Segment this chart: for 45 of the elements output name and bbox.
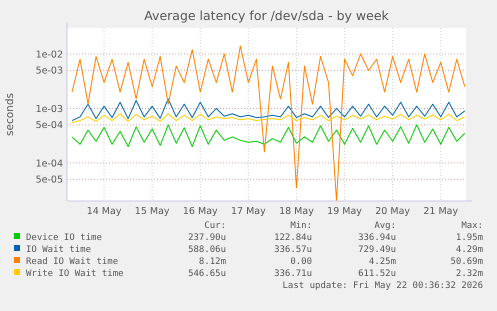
x-tick-label: 16 May <box>182 206 218 217</box>
x-tick-label: 19 May <box>327 206 362 217</box>
text: Last update: Fri May 22 00:36:32 2026 <box>282 281 483 291</box>
text: 122.84u <box>274 233 312 243</box>
line-series <box>72 98 466 122</box>
line-series <box>72 124 466 148</box>
text: 588.06u <box>188 245 226 255</box>
text: 8.12m <box>198 257 226 267</box>
y-tick-label: 1e-04 <box>36 158 63 170</box>
y-axis-title: seconds <box>4 93 16 136</box>
x-tick-label: 20 May <box>375 206 410 217</box>
legend-label: Read IO Wait time <box>26 257 118 267</box>
y-tick-label: 5e-05 <box>36 174 63 186</box>
x-tick-label: 15 May <box>134 206 170 217</box>
legend-label: Device IO time <box>26 233 102 243</box>
y-tick-label: 5e-04 <box>36 120 63 132</box>
text: Avg: <box>374 221 396 231</box>
legend-label: Write IO Wait time <box>26 269 124 279</box>
legend-label: IO Wait time <box>26 245 92 255</box>
line-series <box>72 46 466 202</box>
y-tick-label: 1e-02 <box>36 49 63 60</box>
y-tick-label: 1e-03 <box>36 104 63 115</box>
text: 611.52u <box>358 269 396 279</box>
chart-title: Average latency for /dev/sda - by week <box>144 8 390 23</box>
text: Cur: <box>204 221 226 231</box>
text: Max: <box>461 221 483 231</box>
text: 1.95m <box>456 233 483 243</box>
x-tick-label: 14 May <box>86 206 122 217</box>
text: Min: <box>290 221 312 231</box>
text: 50.69m <box>450 257 483 267</box>
line-series <box>72 113 466 124</box>
text: 0.00 <box>290 257 312 267</box>
x-tick-label: 17 May <box>230 206 266 217</box>
text: 336.71u <box>274 269 312 279</box>
x-tick-label: 18 May <box>279 206 314 217</box>
text: 2.32m <box>456 269 483 279</box>
text: 237.90u <box>188 233 226 243</box>
text: 336.94u <box>358 233 396 243</box>
y-tick-label: 5e-03 <box>36 66 63 77</box>
text: 729.49u <box>358 245 396 255</box>
text: 4.29m <box>456 245 483 255</box>
text: 546.65u <box>188 269 226 279</box>
text: 4.25m <box>368 257 396 267</box>
x-tick-label: 21 May <box>423 206 458 217</box>
text: 336.57u <box>274 245 312 255</box>
